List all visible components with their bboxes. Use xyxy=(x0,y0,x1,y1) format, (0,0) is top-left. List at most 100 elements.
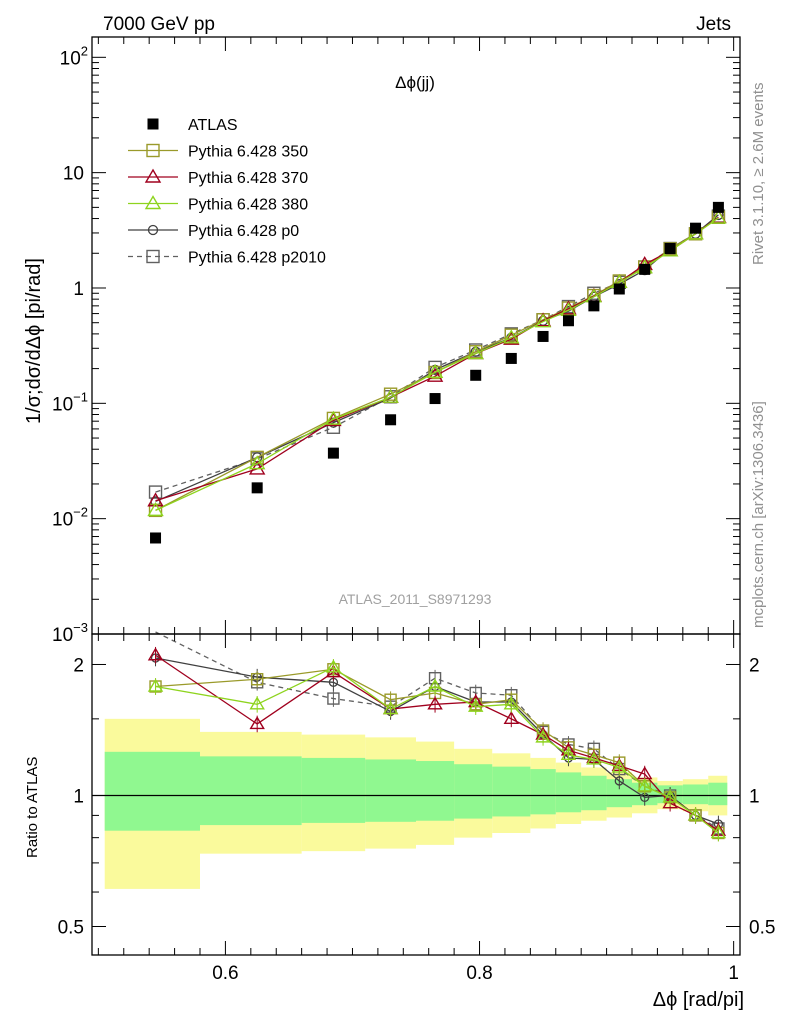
main-series-group xyxy=(147,201,727,544)
series-line-p380 xyxy=(155,217,719,511)
band-inner xyxy=(581,775,607,811)
series-line-p370 xyxy=(155,216,719,502)
data-point xyxy=(562,315,574,327)
band-inner xyxy=(492,766,531,817)
data-point xyxy=(664,242,676,254)
main-ytick-label: 10−1 xyxy=(52,389,88,415)
data-point xyxy=(250,673,264,686)
ratio-ytick-label-right: 1 xyxy=(749,786,760,807)
main-ytick-label: 10−2 xyxy=(52,505,88,531)
data-point xyxy=(534,313,552,328)
data-point xyxy=(144,168,162,183)
side-rivet: Rivet 3.1.10, ≥ 2.6M events xyxy=(750,83,767,266)
legend-item-p2010: Pythia 6.428 p2010 xyxy=(128,250,326,267)
data-point xyxy=(147,678,164,692)
data-point xyxy=(588,300,600,312)
ratio-series-group xyxy=(147,631,727,842)
legend-label: Pythia 6.428 p0 xyxy=(188,223,299,240)
legend-item-p380: Pythia 6.428 380 xyxy=(128,195,308,214)
band-inner xyxy=(301,757,366,823)
data-point xyxy=(470,369,482,381)
data-point xyxy=(503,710,520,725)
band-inner xyxy=(200,756,302,826)
band-inner xyxy=(454,764,493,819)
data-point xyxy=(146,143,160,158)
legend-label: Pythia 6.428 380 xyxy=(188,197,308,214)
legend-label: Pythia 6.428 370 xyxy=(188,170,308,187)
data-point xyxy=(503,329,520,344)
watermark: ATLAS_2011_S8971293 xyxy=(339,591,492,607)
legend-label: Pythia 6.428 p2010 xyxy=(188,250,326,267)
data-point xyxy=(690,222,702,234)
side-mcplots: mcplots.cern.ch [arXiv:1306.3436] xyxy=(750,401,767,628)
band-inner xyxy=(365,759,416,822)
data-point xyxy=(614,776,624,786)
data-point xyxy=(662,789,678,803)
data-point xyxy=(385,414,397,426)
series-atlas xyxy=(150,201,724,544)
data-point xyxy=(586,751,602,765)
ratio-uncertainty-band xyxy=(92,718,740,889)
axes-group: 102 10 1 10−1 10−2 10−3 0.6 0.8 1 2 2 1 1 0.5 0.5 xyxy=(52,36,775,984)
legend: ATLAS Pythia 6.428 350 Pythia 6.428 370 Pyt… xyxy=(128,117,326,267)
data-point xyxy=(427,696,443,710)
data-point xyxy=(710,825,727,839)
series-p380 xyxy=(147,209,727,517)
legend-label: ATLAS xyxy=(188,117,238,134)
main-ytick-label: 10 xyxy=(63,164,84,185)
legend-item-p0: Pythia 6.428 p0 xyxy=(128,223,299,240)
legend-item-atlas: ATLAS xyxy=(147,117,238,134)
data-point xyxy=(147,118,159,130)
data-point xyxy=(248,455,266,470)
legend-item-p370: Pythia 6.428 370 xyxy=(128,168,308,187)
data-point xyxy=(382,388,399,403)
data-point xyxy=(146,249,160,264)
ratio-ylabel: Ratio to ATLAS xyxy=(24,757,41,858)
data-point xyxy=(150,532,162,544)
xtick-label: 1 xyxy=(728,963,739,984)
data-point xyxy=(427,678,443,692)
data-point xyxy=(249,696,265,710)
data-point xyxy=(710,209,727,224)
main-ytick-label: 102 xyxy=(60,43,88,69)
data-point xyxy=(712,201,724,213)
data-point xyxy=(325,410,342,425)
ratio-ytick-label-right: 0.5 xyxy=(749,917,775,938)
xtick-label: 0.8 xyxy=(466,963,492,984)
data-point xyxy=(147,501,164,517)
header-right: Jets xyxy=(696,14,731,35)
data-point xyxy=(467,345,484,360)
data-point xyxy=(248,460,266,475)
data-point xyxy=(611,759,628,773)
x-axis-label: Δϕ [rad/pi] xyxy=(653,989,744,1011)
data-point xyxy=(382,701,399,715)
data-point xyxy=(613,283,625,295)
band-inner xyxy=(708,782,728,806)
legend-item-p350: Pythia 6.428 350 xyxy=(128,144,308,161)
data-point xyxy=(326,420,341,434)
data-point xyxy=(535,729,551,743)
data-point xyxy=(467,698,484,712)
data-point xyxy=(148,485,163,499)
band-inner xyxy=(555,772,582,813)
data-point xyxy=(327,692,340,705)
main-ytick-label: 10−3 xyxy=(52,620,88,646)
data-point xyxy=(503,696,520,710)
band-inner xyxy=(416,761,455,821)
main-title: Δϕ(jj) xyxy=(395,73,435,92)
data-point xyxy=(687,807,704,821)
ratio-frame xyxy=(91,633,741,956)
data-point xyxy=(636,778,653,792)
ratio-ytick-label: 0.5 xyxy=(58,917,84,938)
header-left: 7000 GeV pp xyxy=(103,14,215,35)
data-point xyxy=(249,716,265,730)
data-point xyxy=(325,412,342,427)
data-point xyxy=(639,263,651,275)
band-inner xyxy=(682,784,709,805)
ratio-ytick-label: 2 xyxy=(73,655,84,676)
xtick-label: 0.6 xyxy=(212,963,238,984)
ratio-ytick-label: 1 xyxy=(73,786,84,807)
ratio-ytick-label-right: 2 xyxy=(749,655,760,676)
data-point xyxy=(325,659,342,673)
